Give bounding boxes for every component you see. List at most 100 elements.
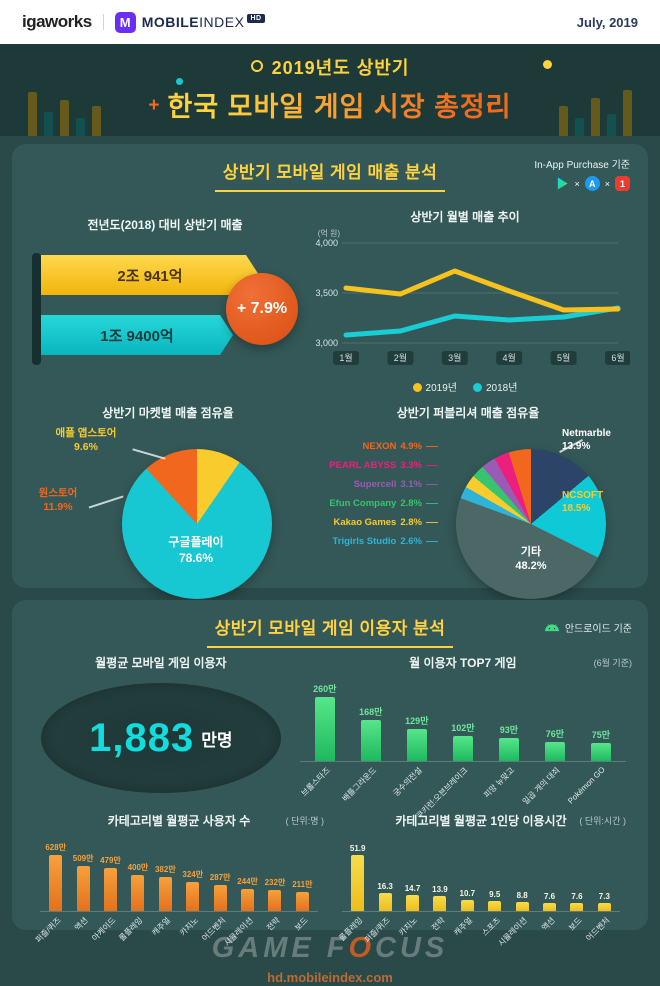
users-section-head: 상반기 모바일 게임 이용자 분석 안드로이드 기준 <box>28 612 632 648</box>
bar-value: 7.3 <box>598 892 610 902</box>
bar-label: Pokémon GO <box>566 765 608 806</box>
category-users-title-row: 카테고리별 월평균 사용자 수 ( 단위:명 ) <box>34 812 324 829</box>
category-time-title: 카테고리별 월평균 1인당 이용시간 <box>395 814 567 828</box>
bar-value: 244만 <box>237 877 258 887</box>
legend-dot-icon <box>473 383 482 392</box>
bar <box>360 719 381 761</box>
top7-bars: 260만 브롤스타즈 168만 배틀그라운드 129만 궁수의전설 102만 쿠키런:오븐브레… <box>299 679 626 820</box>
bar <box>186 882 200 911</box>
label-ncsoft: NCSOFT 18.5% <box>562 490 604 514</box>
mau-value: 1,883 <box>89 715 195 760</box>
users-section-title: 상반기 모바일 게임 이용자 분석 <box>206 612 454 648</box>
header-kicker: 2019년도 상반기 <box>0 54 660 80</box>
category-time-chart: 카테고리별 월평균 1인당 이용시간 ( 단위:시간 ) 51.9 롤플레잉 16.… <box>330 812 632 954</box>
bar-label: 전략 <box>265 915 283 933</box>
decor-dot-orange <box>487 102 492 107</box>
yoy-axis <box>32 253 41 365</box>
decor-bars-left <box>28 92 101 136</box>
bar-value: 16.3 <box>377 882 393 892</box>
bar-group: 7.3 어드벤처 <box>584 837 618 943</box>
bar-label: 보드 <box>567 915 585 933</box>
bar-value: 76만 <box>545 729 565 740</box>
google-play-icon <box>558 177 569 190</box>
market-share-pie <box>122 449 272 599</box>
revenue-section-title: 상반기 모바일 게임 매출 분석 <box>214 156 446 192</box>
bar-group: 51.9 롤플레잉 <box>338 837 371 943</box>
bar-group: 7.6 액션 <box>536 837 563 933</box>
bar-group: 400만 롤플레잉 <box>118 837 151 943</box>
bar-label: 카지노 <box>177 915 200 938</box>
bar-value: 8.8 <box>516 890 528 900</box>
category-users-title: 카테고리별 월평균 사용자 수 <box>107 814 251 828</box>
ring-icon <box>250 60 263 72</box>
bar <box>488 900 502 911</box>
site-url[interactable]: hd.mobileindex.com <box>267 970 393 985</box>
bar-label: 캐주얼 <box>150 915 173 938</box>
top7-title: 월 이용자 TOP7 게임 <box>409 656 517 670</box>
publisher-label: Trigirls Studio 2.6% <box>306 532 438 551</box>
svg-text:1월: 1월 <box>339 352 352 363</box>
bar-value: 479만 <box>100 856 121 866</box>
mau-block: 월평균 모바일 게임 이용자 1,883 만명 <box>28 654 294 810</box>
bar <box>295 892 309 911</box>
bar <box>49 855 63 911</box>
label-googleplay: 구글플레이 78.6% <box>168 535 224 565</box>
bar-group: 479만 아케이드 <box>90 837 124 943</box>
bar-value: 51.9 <box>349 844 366 853</box>
bar-value: 129만 <box>405 716 429 727</box>
footer: GAME FOCUS hd.mobileindex.com <box>12 932 648 986</box>
bar-value: 260만 <box>313 684 337 694</box>
topbar: igaworks M MOBILEINDEX HD July, 2019 <box>0 0 660 44</box>
bar-2019-label: 2조 941억 <box>117 267 183 285</box>
decor-bars-right <box>559 90 632 136</box>
bar <box>241 889 255 911</box>
bar-group: 9.5 스포츠 <box>480 837 508 938</box>
mau-title: 월평균 모바일 게임 이용자 <box>95 656 227 670</box>
bar <box>268 890 282 911</box>
bar <box>498 738 519 761</box>
bar-group: 324만 카지노 <box>178 837 206 938</box>
yoy-chart-title: 전년도(2018) 대비 상반기 매출 <box>87 218 243 232</box>
market-pie-area: 애플 앱스토어 9.6% 원스토어 11.9% 구글플레이 78.6% <box>30 427 306 609</box>
category-time-title-row: 카테고리별 월평균 1인당 이용시간 ( 단위:시간 ) <box>336 812 626 829</box>
bar-value: 93만 <box>499 725 519 736</box>
bar-value: 211만 <box>292 880 313 890</box>
bar-label: 일곱 개의 대죄 <box>521 765 562 807</box>
bar-group: 14.7 카지노 <box>398 837 426 938</box>
top7-note: (6월 기준) <box>593 658 632 668</box>
svg-text:2월: 2월 <box>394 352 407 363</box>
decor-dot-yellow <box>543 60 552 69</box>
svg-text:(억 원): (억 원) <box>318 228 341 238</box>
yoy-revenue-chart: 전년도(2018) 대비 상반기 매출 2조 941억 1조 9400억 + 7… <box>30 208 300 394</box>
bar-label: 어드벤처 <box>584 915 612 943</box>
bar-value: 168만 <box>359 706 383 717</box>
svg-text:4,000: 4,000 <box>315 238 338 248</box>
monthly-revenue-chart: 상반기 월별 매출 추이 (억 원) 4,000 3,500 3,000 1월 2월 3월 4… <box>300 208 630 394</box>
bar-label: 피망 뉴맞고 <box>481 765 516 800</box>
publisher-pie-title: 상반기 퍼블리셔 매출 점유율 <box>396 406 540 420</box>
publisher-share-pie <box>456 449 606 599</box>
revenue-row-2: 상반기 마켓별 매출 점유율 애플 앱스토어 9.6% 원스토어 11.9% 구글플… <box>30 404 630 609</box>
bar-group: 16.3 퍼즐/퀴즈 <box>363 837 398 944</box>
flame-o-icon: O <box>348 932 376 964</box>
revenue-row-1: 전년도(2018) 대비 상반기 매출 2조 941억 1조 9400억 + 7… <box>30 208 630 394</box>
bar <box>460 899 474 911</box>
bar <box>406 895 420 911</box>
category-users-chart: 카테고리별 월평균 사용자 수 ( 단위:명 ) 628만 퍼즐/퀴즈 509만 액션… <box>28 812 330 954</box>
mau-value-circle: 1,883 만명 <box>40 683 281 793</box>
category-time-unit: ( 단위:시간 ) <box>579 816 626 826</box>
legend-item: 2018년 <box>473 379 517 394</box>
publisher-label: Supercell 3.1% <box>306 475 438 494</box>
bar <box>406 729 427 761</box>
bar-label: 롤플레잉 <box>337 915 365 943</box>
bar-label: 퍼즐/퀴즈 <box>34 915 63 945</box>
bar-group: 211만 보드 <box>289 837 316 932</box>
one-store-icon: 1 <box>615 176 630 191</box>
store-icons: × A × 1 <box>534 176 630 191</box>
svg-text:3,500: 3,500 <box>315 288 338 298</box>
iap-note: In-App Purchase 기준 <box>534 160 630 171</box>
top7-chart: 월 이용자 TOP7 게임 (6월 기준) 260만 브롤스타즈 168만 배틀그라운… <box>294 654 632 820</box>
market-share-chart: 상반기 마켓별 매출 점유율 애플 앱스토어 9.6% 원스토어 11.9% 구글플… <box>30 404 306 609</box>
